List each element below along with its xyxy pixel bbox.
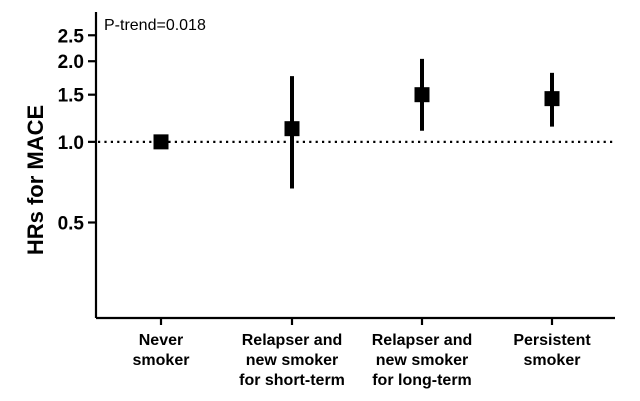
category-label-line: Persistent (513, 332, 591, 349)
chart-axes (94, 12, 615, 320)
category-label-line: for short-term (239, 372, 345, 389)
hr-point (153, 134, 169, 150)
hr-point (414, 87, 430, 103)
category-label-line: Never (139, 332, 183, 349)
category-label-line: Relapser and (372, 332, 472, 349)
y-tick-label: 2.0 (58, 52, 84, 73)
category-label-line: new smoker (376, 352, 468, 369)
category-label: Never smoker (133, 318, 190, 369)
y-tick-label: 0.5 (58, 213, 85, 234)
y-axis-label: HRs for MACE (23, 105, 48, 255)
y-tick-label: 1.0 (58, 133, 84, 154)
category-label: Relapser and new smoker for long-term (372, 318, 472, 389)
category-label: Persistent smoker (513, 318, 591, 369)
category-label-line: new smoker (246, 352, 338, 369)
category-label-line: Relapser and (242, 332, 342, 349)
y-tick-label: 1.5 (58, 86, 85, 107)
category-label-line: smoker (524, 352, 581, 369)
category-labels: Never smoker Relapser and new smoker for sho… (133, 318, 591, 389)
y-ticks: 0.5 1.0 1.5 2.0 2.5 (58, 26, 96, 234)
category-label-line: for long-term (372, 372, 472, 389)
p-trend-annotation: P-trend=0.018 (104, 17, 206, 34)
y-tick-label: 2.5 (58, 26, 85, 47)
hr-point (284, 121, 300, 137)
chart-marks (153, 58, 560, 189)
category-label: Relapser and new smoker for short-term (239, 318, 345, 389)
hr-point (544, 91, 560, 107)
category-label-line: smoker (133, 352, 190, 369)
